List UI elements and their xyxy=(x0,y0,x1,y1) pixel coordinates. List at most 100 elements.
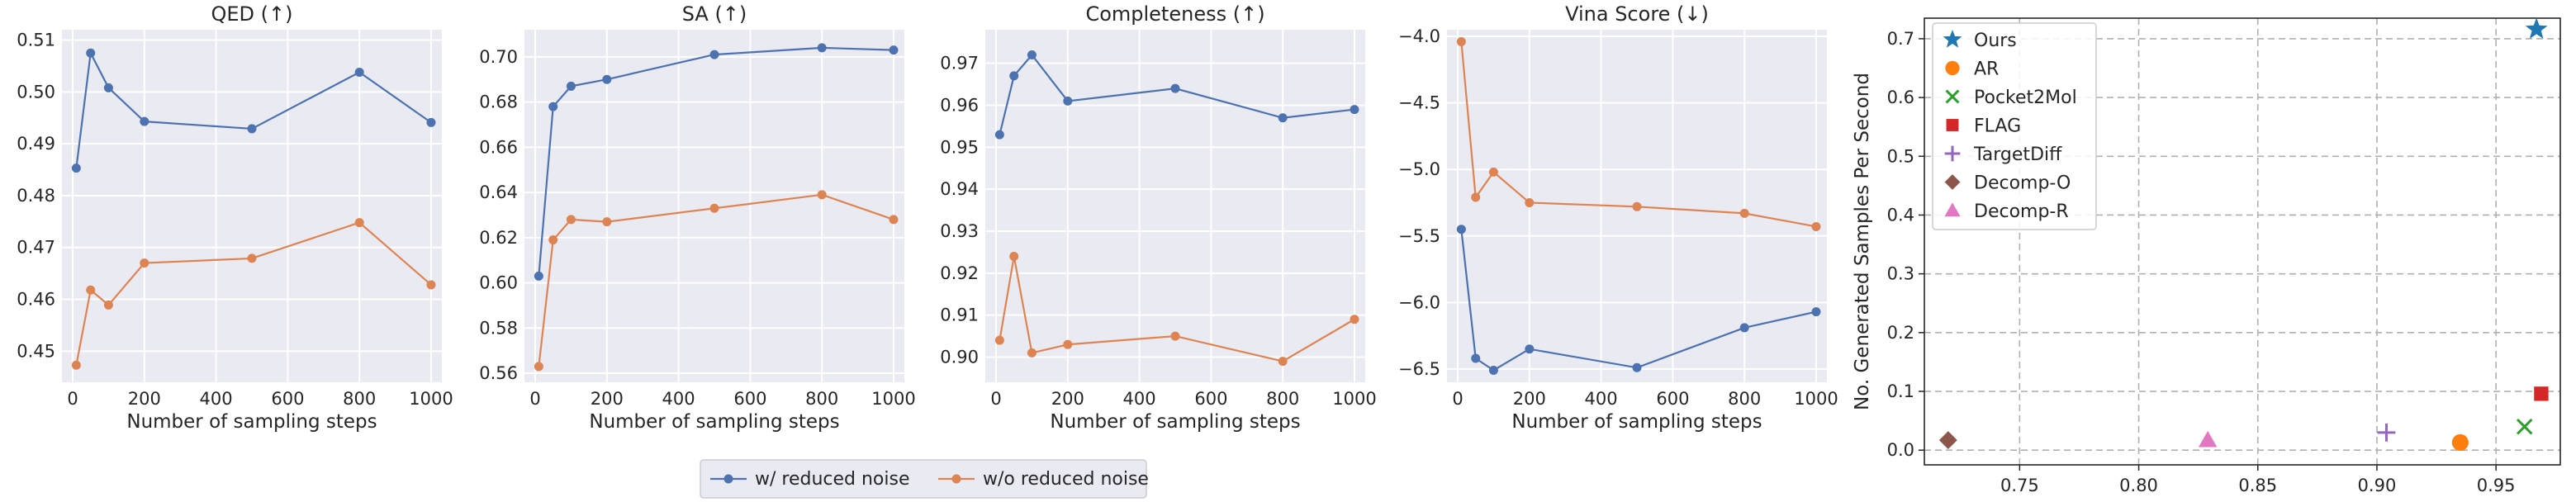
data-point xyxy=(1278,113,1288,123)
data-point xyxy=(1278,357,1288,367)
series-without-reduced-noise xyxy=(71,218,436,370)
scatter-point-flag xyxy=(2534,386,2549,401)
line-panel-1: 0 200 400 600 800 1000 0.45 0.46 0.47 0.48 0.49 0.5… xyxy=(17,2,453,433)
x-axis-label: Generation Success xyxy=(2148,500,2336,502)
y-tick-label: −4.0 xyxy=(1398,26,1440,46)
series-without-reduced-noise xyxy=(994,252,1359,367)
x-tick-label: 0 xyxy=(67,389,78,409)
data-point xyxy=(1811,221,1821,231)
legend-marker-flag xyxy=(1946,119,1959,131)
x-tick-label: 400 xyxy=(662,389,695,409)
data-point xyxy=(103,300,113,310)
y-tick-label: 0.92 xyxy=(940,263,979,283)
x-tick-label: 1000 xyxy=(1332,389,1376,409)
data-point xyxy=(1471,353,1481,363)
data-point xyxy=(426,280,436,290)
legend-marker-ar xyxy=(1945,60,1960,76)
scatter-legend-label: AR xyxy=(1974,59,1999,80)
data-point xyxy=(548,235,558,245)
data-point xyxy=(1488,167,1498,177)
data-point xyxy=(103,83,113,92)
scatter-legend-item-ar: AR xyxy=(1945,59,1999,80)
y-tick-label: 0.90 xyxy=(940,348,979,367)
legend-marker xyxy=(951,474,961,484)
scatter-point-ours xyxy=(2525,17,2548,39)
data-point xyxy=(247,124,257,134)
data-point xyxy=(709,203,719,213)
data-point xyxy=(602,217,612,227)
legend-label: w/ reduced noise xyxy=(755,469,910,490)
data-point xyxy=(140,258,149,268)
data-point xyxy=(1009,71,1019,81)
data-point xyxy=(71,163,81,173)
y-tick-label: 0.46 xyxy=(17,290,55,310)
x-axis-label: Number of sampling steps xyxy=(1511,411,1762,433)
x-tick-label: 800 xyxy=(1266,389,1299,409)
x-tick-label: 200 xyxy=(128,389,161,409)
data-point xyxy=(889,215,899,225)
y-tick-label: −6.0 xyxy=(1398,292,1440,312)
series-with-reduced-noise xyxy=(1456,225,1821,375)
y-tick-label: 0.51 xyxy=(17,31,55,50)
scatter-point-pocket2mol-stroke xyxy=(2517,418,2533,435)
y-tick-label: 0.45 xyxy=(17,341,55,361)
data-point xyxy=(1632,362,1642,372)
y-tick-label: 0.6 xyxy=(1887,88,1914,107)
scatter-legend-label: Decomp-R xyxy=(1974,201,2069,222)
y-tick-label: 0.7 xyxy=(1887,29,1914,49)
data-point xyxy=(1456,37,1466,47)
scatter-point-ar xyxy=(2451,433,2469,452)
y-tick-label: −5.0 xyxy=(1398,159,1440,179)
y-tick-label: −6.5 xyxy=(1398,359,1440,379)
data-point xyxy=(994,130,1004,140)
scatter-legend-item-targetdiff: TargetDiff xyxy=(1944,144,2062,165)
legend-item-with-reduced-noise: w/ reduced noise xyxy=(710,469,910,490)
legend-marker-decomp-o xyxy=(1944,174,1961,190)
data-point xyxy=(1456,225,1466,234)
data-point xyxy=(817,190,827,200)
x-tick-label: 0.95 xyxy=(2477,476,2516,495)
data-point xyxy=(566,215,576,225)
x-tick-label: 0 xyxy=(990,389,1001,409)
scatter-legend-item-ours: Ours xyxy=(1943,30,2017,51)
panel-title: SA (↑) xyxy=(682,2,747,26)
y-tick-label: 0.91 xyxy=(940,305,979,325)
y-tick-label: 0.93 xyxy=(940,221,979,241)
data-point xyxy=(1632,201,1642,211)
x-tick-label: 1000 xyxy=(409,389,453,409)
line-panel-2: 0 200 400 600 800 1000 0.56 0.58 0.60 0.62 0.64 0.6… xyxy=(479,2,915,433)
scatter-legend-label: Decomp-O xyxy=(1974,173,2071,194)
x-tick-label: 1000 xyxy=(871,389,915,409)
data-point xyxy=(1063,96,1073,106)
data-point xyxy=(1170,83,1180,93)
y-axis-label: No. Generated Samples Per Second xyxy=(1852,73,1873,410)
scatter-point-targetdiff xyxy=(2377,423,2396,442)
legend-marker-pocket2mol-stroke xyxy=(1945,89,1960,104)
x-tick-label: 600 xyxy=(271,389,304,409)
legend-marker xyxy=(723,474,733,484)
x-tick-label: 800 xyxy=(343,389,376,409)
data-point xyxy=(889,45,899,55)
x-tick-label: 400 xyxy=(1585,389,1618,409)
scatter-legend-item-flag: FLAG xyxy=(1946,116,2021,137)
x-tick-label: 400 xyxy=(1123,389,1156,409)
data-point xyxy=(1739,208,1749,218)
y-tick-label: 0.70 xyxy=(479,47,518,67)
data-point xyxy=(534,362,543,372)
panel-title: QED (↑) xyxy=(211,2,293,26)
data-point xyxy=(86,285,96,295)
y-tick-label: 0.97 xyxy=(940,54,979,73)
panel-title: Completeness (↑) xyxy=(1085,2,1264,26)
panel-title: Vina Score (↓) xyxy=(1565,2,1709,26)
x-tick-label: 600 xyxy=(733,389,766,409)
data-point xyxy=(1488,365,1498,375)
data-point xyxy=(86,48,96,58)
x-tick-label: 0.80 xyxy=(2119,476,2158,495)
x-tick-label: 0 xyxy=(1452,389,1463,409)
series-with-reduced-noise xyxy=(994,50,1359,140)
data-point xyxy=(1027,348,1037,358)
x-tick-label: 200 xyxy=(1513,389,1546,409)
plot-area xyxy=(985,30,1365,382)
scatter-legend-box xyxy=(1932,22,2097,230)
legend-label: w/o reduced noise xyxy=(983,469,1149,490)
